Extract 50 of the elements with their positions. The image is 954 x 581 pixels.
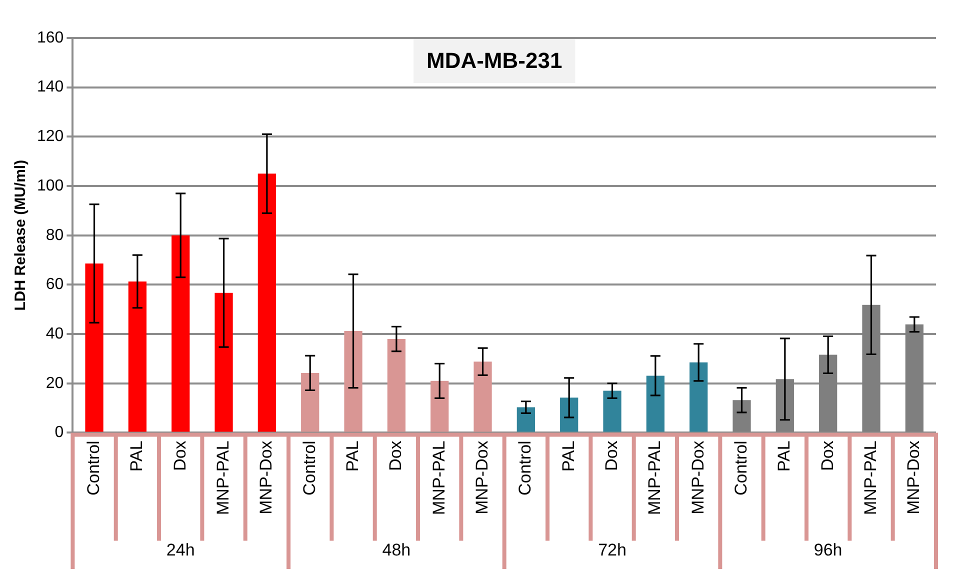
x-tick-label: Control — [516, 440, 535, 496]
x-tick-label: PAL — [774, 440, 794, 472]
x-tick-label: MNP-Dox — [256, 440, 276, 514]
y-tick-label: 160 — [36, 29, 64, 46]
text: 72h — [598, 540, 626, 560]
bar — [258, 174, 276, 432]
bar — [560, 398, 578, 432]
bar — [85, 263, 104, 432]
text: 96h — [814, 540, 842, 560]
x-tick-label: MNP-PAL — [645, 440, 664, 516]
x-tick-label: MNP-PAL — [213, 440, 232, 516]
bar — [862, 304, 880, 432]
x-tick-label: MNP-Dox — [688, 440, 708, 514]
bar — [128, 281, 147, 432]
text: 24h — [166, 540, 195, 560]
y-tick-label: 60 — [46, 276, 64, 294]
bar — [516, 407, 535, 432]
x-tick-label: PAL — [127, 440, 146, 472]
bar — [690, 362, 708, 432]
x-tick-label: PAL — [342, 440, 362, 472]
y-tick-label: 40 — [46, 325, 64, 342]
bar — [732, 400, 751, 432]
x-tick-label: MNP-PAL — [429, 440, 448, 516]
x-tick-label: MNP-Dox — [472, 440, 492, 514]
x-tick-label: MNP-Dox — [904, 440, 924, 514]
bar — [172, 235, 190, 432]
y-axis-title: LDH Release (MU/ml) — [12, 160, 30, 311]
x-tick-label: Dox — [170, 440, 190, 471]
y-tick-label: 0 — [54, 424, 64, 442]
text: MDA-MB-231 — [426, 48, 562, 74]
bar — [819, 354, 838, 432]
text: 48h — [382, 540, 411, 560]
y-tick-label: 80 — [46, 226, 64, 244]
y-tick-label: 20 — [46, 374, 64, 392]
x-tick-label: Dox — [386, 440, 406, 471]
bar — [905, 324, 924, 432]
bar — [214, 292, 233, 432]
x-tick-label: PAL — [558, 440, 578, 472]
x-tick-label: Control — [84, 440, 103, 496]
x-tick-label: Dox — [818, 440, 837, 471]
bar — [603, 390, 622, 432]
x-tick-label: Control — [300, 440, 319, 496]
bar — [776, 379, 794, 432]
x-tick-label: Dox — [602, 440, 621, 471]
x-tick-label: MNP-PAL — [860, 440, 880, 516]
y-tick-label: 140 — [36, 78, 64, 96]
bar — [646, 376, 664, 432]
y-tick-label: 120 — [36, 128, 64, 146]
x-tick-label: Control — [731, 440, 750, 496]
y-tick-label: 100 — [36, 177, 64, 194]
